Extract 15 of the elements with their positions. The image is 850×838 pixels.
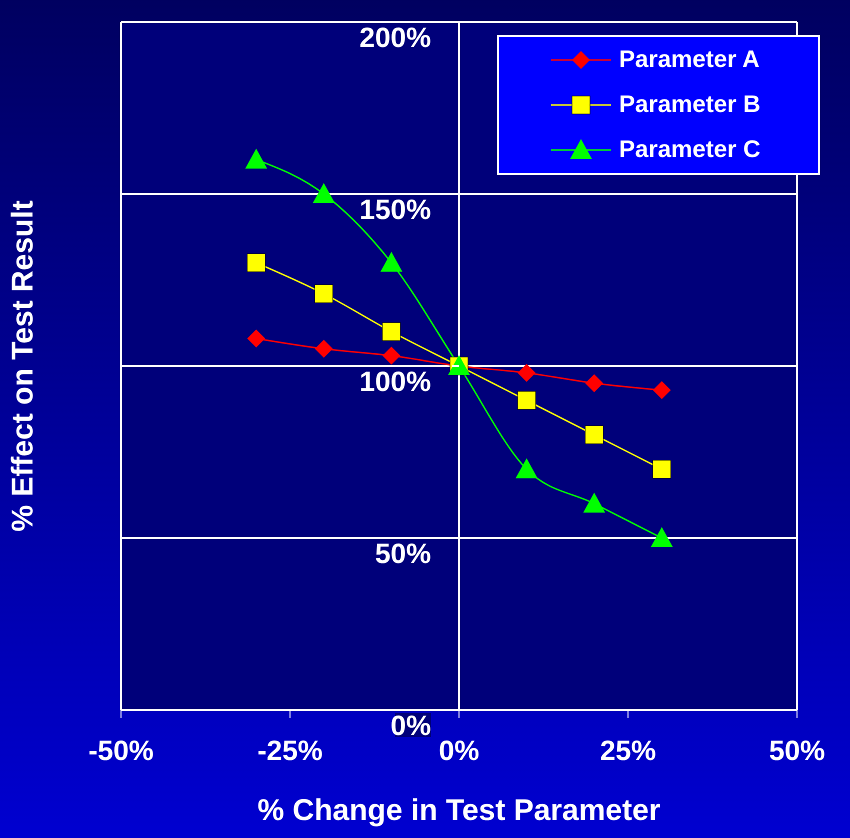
y-tick-label: 200% xyxy=(359,22,432,53)
y-tick-label: 50% xyxy=(374,538,432,569)
y-tick-label: 100% xyxy=(359,366,432,397)
x-tick-label: 50% xyxy=(768,734,826,766)
x-tick-label: -25% xyxy=(257,734,323,766)
legend-label: Parameter A xyxy=(619,46,760,74)
legend-label: Parameter B xyxy=(619,91,760,119)
x-tick-label: 25% xyxy=(600,734,656,766)
x-tick-label: 0% xyxy=(438,734,480,766)
x-tick-label: -50% xyxy=(88,734,154,766)
y-tick-label: 150% xyxy=(359,194,432,225)
y-tick-label: 0% xyxy=(390,710,432,741)
x-axis-title: % Change in Test Parameter xyxy=(258,794,661,827)
y-axis-title: % Effect on Test Result xyxy=(6,200,40,532)
legend-label: Parameter C xyxy=(619,136,760,164)
